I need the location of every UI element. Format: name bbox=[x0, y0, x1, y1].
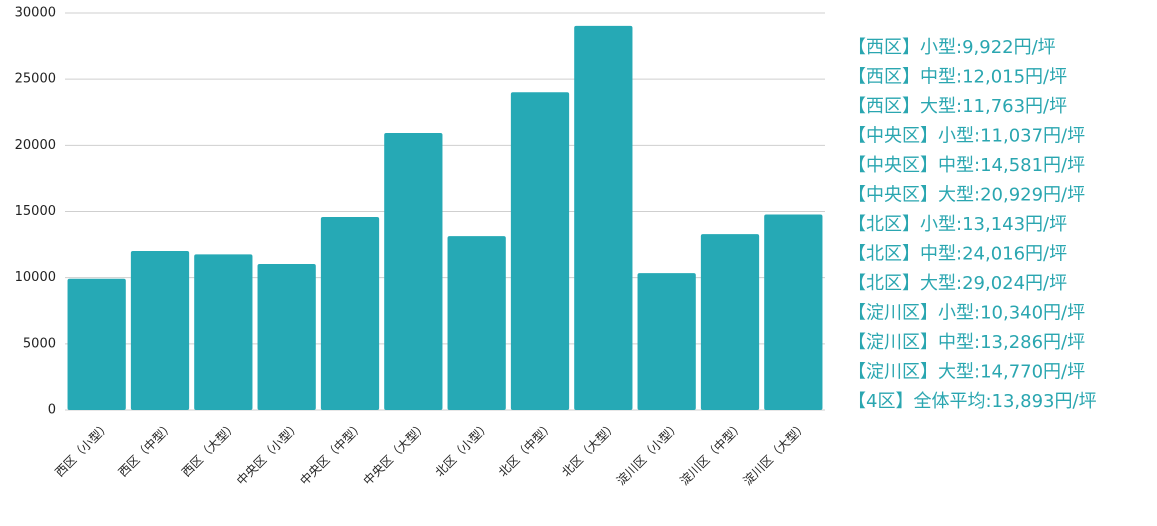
annotation: 【北区】中型:24,016円/坪 bbox=[848, 244, 1067, 265]
y-tick-label: 20000 bbox=[15, 138, 56, 153]
annotation: 【中央区】小型:11,037円/坪 bbox=[848, 126, 1085, 147]
x-tick-label: 中央区（大型） bbox=[360, 418, 430, 488]
y-tick-label: 30000 bbox=[15, 6, 56, 21]
bar bbox=[384, 133, 443, 411]
x-tick-label: 淀川区（大型） bbox=[741, 419, 810, 488]
x-tick-label: 北区（大型） bbox=[559, 419, 620, 480]
y-tick-label: 10000 bbox=[15, 270, 56, 285]
x-tick-label: 西区（中型） bbox=[115, 418, 177, 480]
annotation: 【淀川区】大型:14,770円/坪 bbox=[848, 362, 1085, 383]
x-tick-label: 西区（小型） bbox=[52, 419, 113, 480]
bar bbox=[764, 214, 823, 410]
x-tick-label: 北区（中型） bbox=[495, 418, 557, 480]
y-tick-label: 25000 bbox=[15, 72, 56, 87]
bar bbox=[574, 25, 633, 410]
annotation: 【中央区】大型:20,929円/坪 bbox=[848, 185, 1085, 206]
bar bbox=[320, 217, 380, 410]
y-tick-label: 5000 bbox=[23, 336, 56, 351]
annotation: 【4区】全体平均:13,893円/坪 bbox=[848, 391, 1097, 412]
bar bbox=[257, 263, 316, 410]
bar bbox=[67, 278, 126, 410]
bar bbox=[447, 236, 506, 410]
bar bbox=[700, 234, 760, 410]
x-tick-label: 西区（大型） bbox=[179, 419, 240, 480]
annotation: 【北区】小型:13,143円/坪 bbox=[848, 214, 1067, 235]
annotation: 【西区】小型:9,922円/坪 bbox=[848, 37, 1056, 58]
y-tick-label: 15000 bbox=[15, 204, 56, 219]
bar bbox=[510, 92, 570, 410]
x-tick-label: 中央区（中型） bbox=[297, 418, 367, 488]
x-tick-label: 中央区（小型） bbox=[233, 418, 303, 488]
annotation: 【中央区】中型:14,581円/坪 bbox=[848, 155, 1085, 176]
annotation: 【西区】大型:11,763円/坪 bbox=[848, 96, 1067, 117]
bar bbox=[194, 254, 253, 410]
annotation: 【北区】大型:29,024円/坪 bbox=[848, 273, 1067, 294]
bar bbox=[637, 273, 696, 410]
x-tick-label: 北区（小型） bbox=[432, 419, 493, 480]
x-tick-label: 淀川区（小型） bbox=[614, 419, 683, 488]
x-tick-label: 淀川区（中型） bbox=[677, 418, 747, 488]
bar bbox=[130, 251, 190, 410]
y-tick-label: 0 bbox=[48, 403, 56, 418]
annotation: 【淀川区】小型:10,340円/坪 bbox=[848, 303, 1085, 324]
annotation: 【淀川区】中型:13,286円/坪 bbox=[848, 332, 1085, 353]
annotation: 【西区】中型:12,015円/坪 bbox=[848, 67, 1067, 88]
